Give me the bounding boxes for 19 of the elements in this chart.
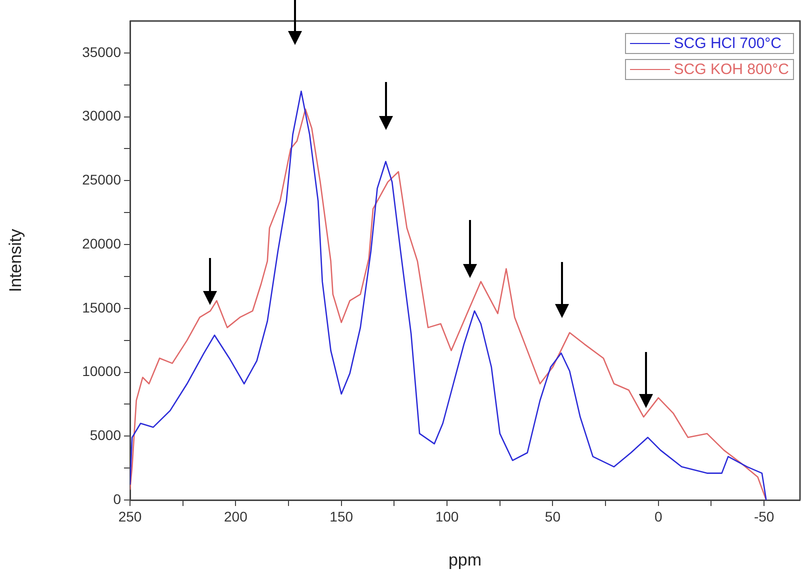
y-tick-label: 30000: [82, 108, 122, 124]
x-tick-label: 200: [224, 508, 248, 524]
y-tick-label: 15000: [82, 299, 122, 316]
x-tick-label: 0: [654, 508, 662, 524]
x-tick-label: 100: [435, 508, 459, 524]
x-axis-title: ppm: [448, 550, 482, 570]
x-tick-label: 50: [544, 508, 561, 524]
y-tick-label: 10000: [82, 363, 122, 380]
y-tick-label: 0: [113, 490, 122, 507]
x-tick-label: 250: [118, 508, 142, 524]
y-tick-label: 5000: [90, 426, 122, 443]
legend-label: SCG KOH 800°C: [674, 61, 789, 78]
x-tick-label: -50: [754, 508, 774, 524]
y-tick-label: 35000: [82, 44, 122, 60]
x-tick-label: 150: [330, 508, 354, 524]
legend-label: SCG HCl 700°C: [674, 35, 782, 52]
y-tick-label: 25000: [82, 172, 122, 188]
y-axis-title: Intensity: [6, 228, 25, 292]
y-tick-label: 20000: [82, 235, 122, 252]
